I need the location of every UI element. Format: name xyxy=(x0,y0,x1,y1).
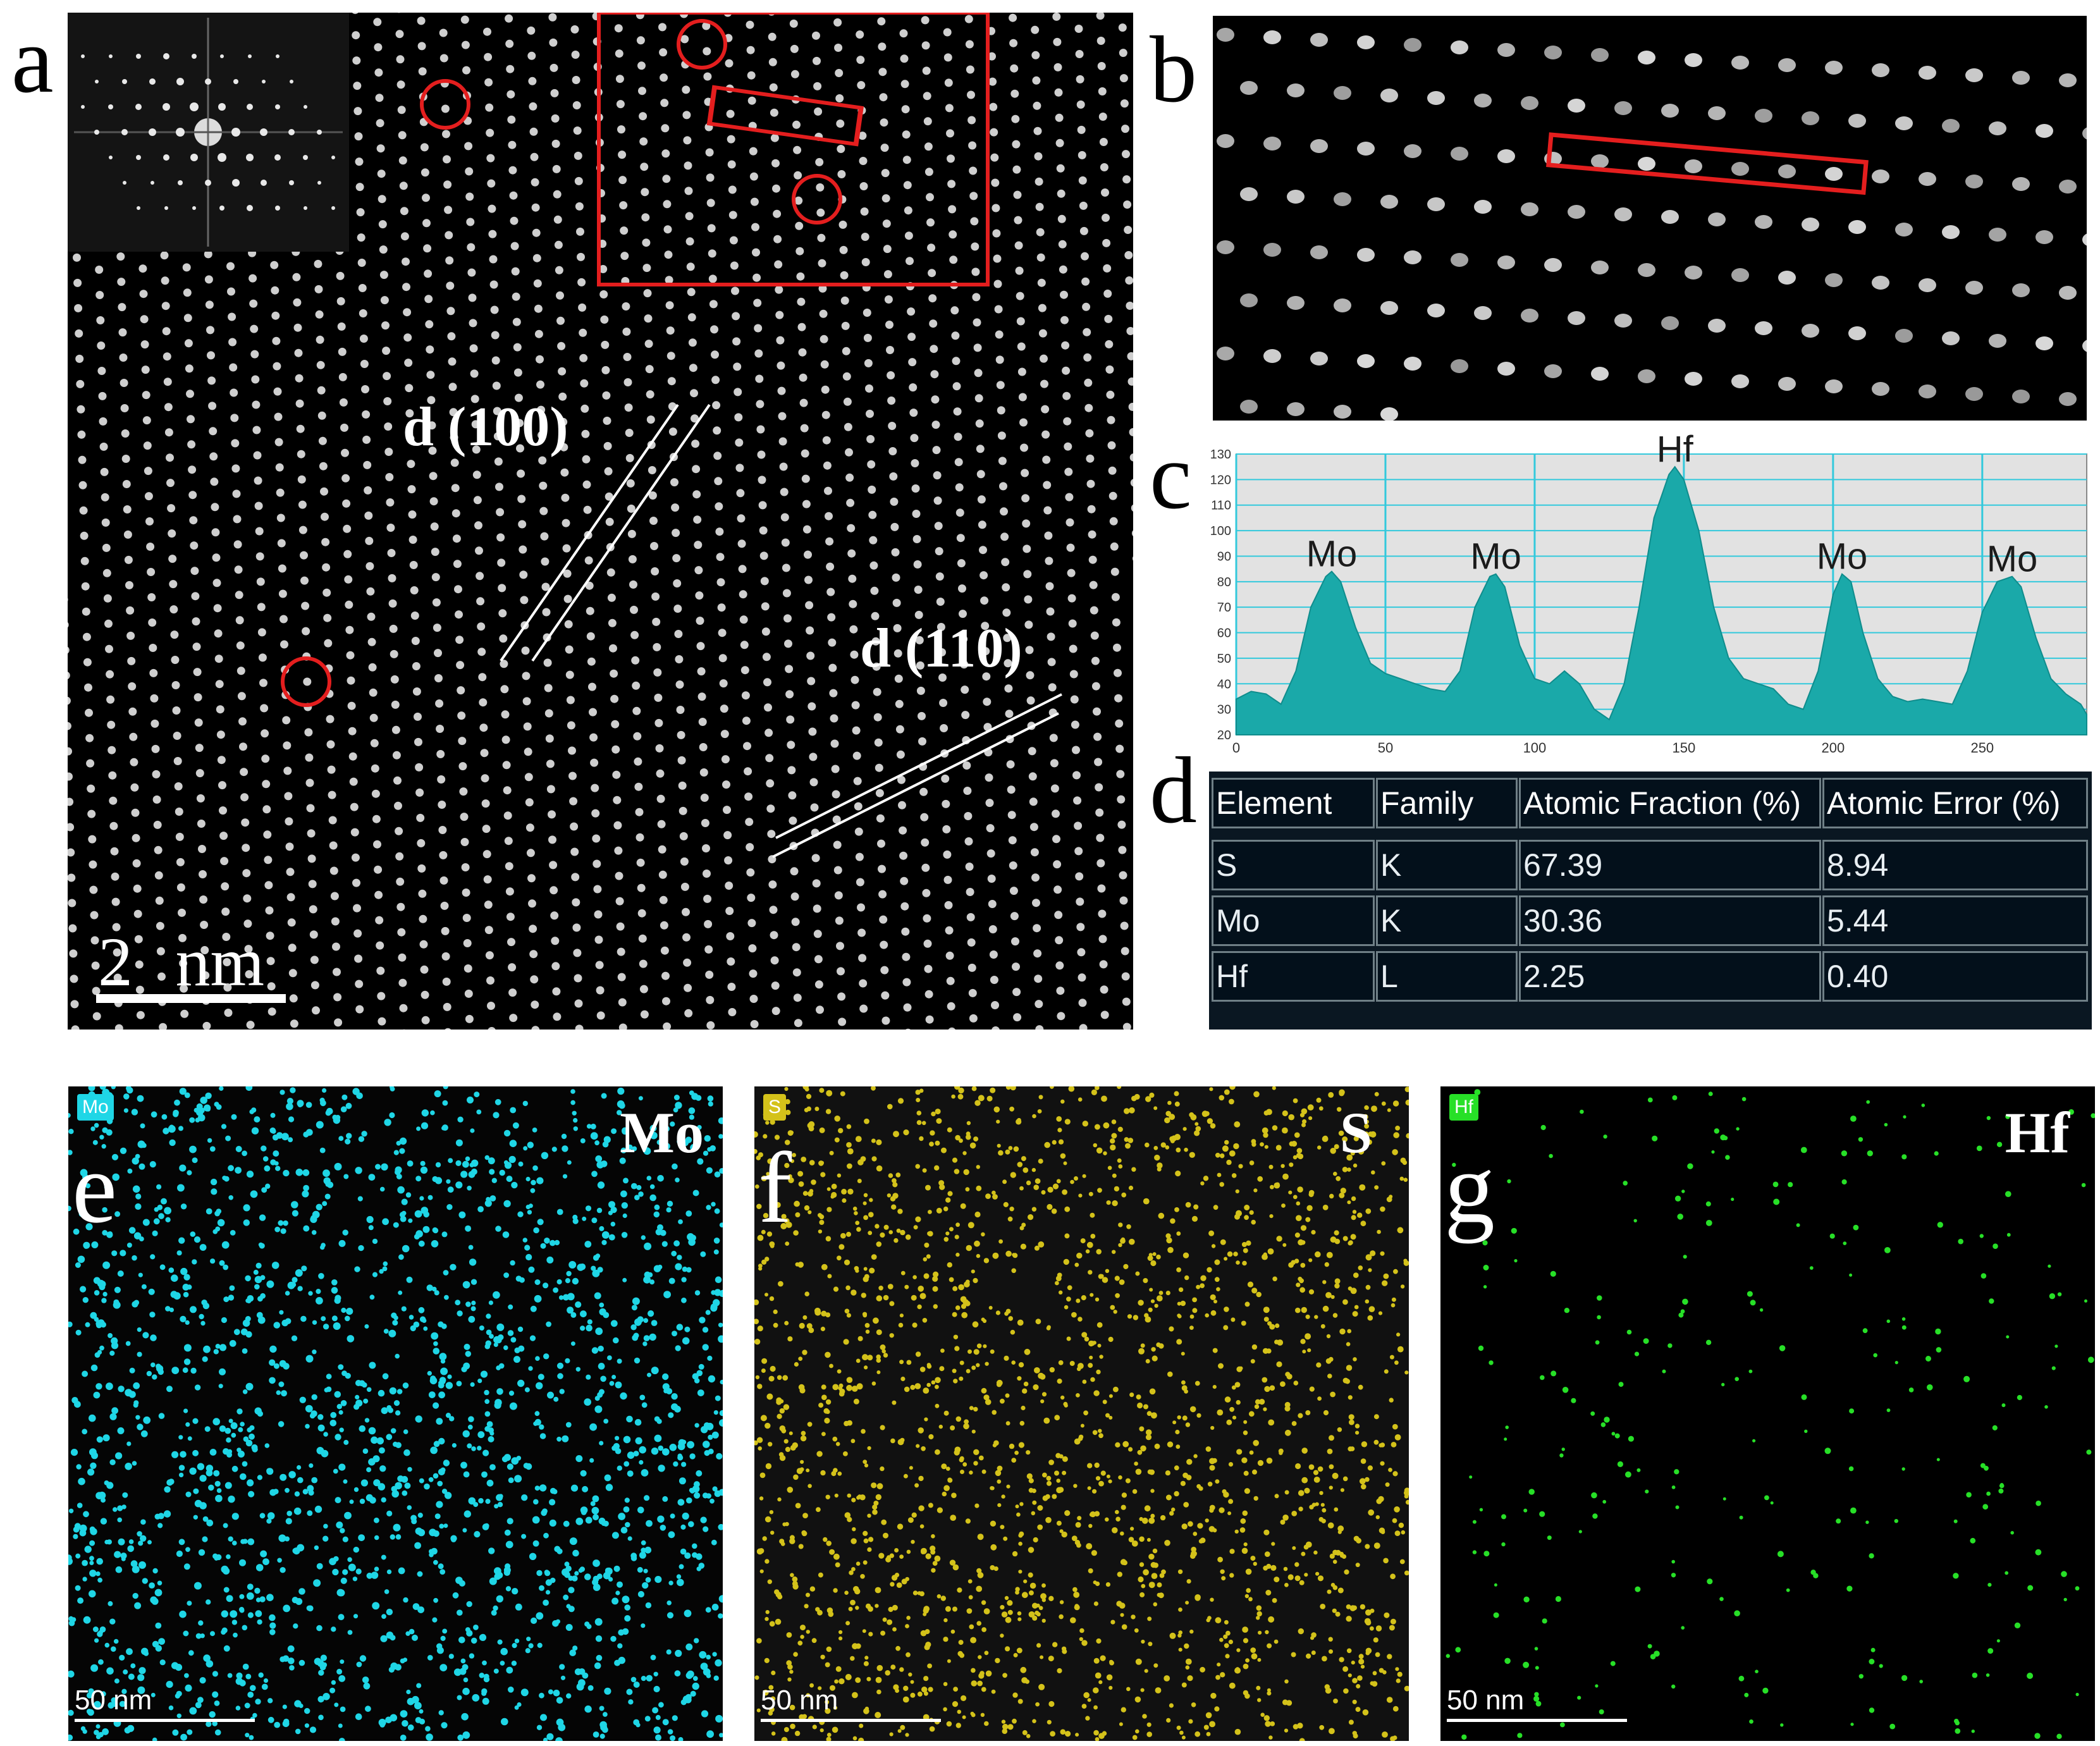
element-tag-mo: Mo xyxy=(77,1094,114,1121)
eds-map-mo: Mo Mo e 50 nm xyxy=(68,1086,723,1741)
table-cell: 67.39 xyxy=(1519,840,1821,890)
scale-bar-f xyxy=(761,1719,941,1722)
peak-label-mo: Mo xyxy=(1306,534,1358,575)
scale-bar-label-f: 50 nm xyxy=(761,1685,838,1716)
element-label-hf: Hf xyxy=(2005,1100,2070,1165)
table-header-cell: Element xyxy=(1212,778,1375,828)
scale-bar-label-g: 50 nm xyxy=(1447,1685,1525,1716)
x-tick-label: 250 xyxy=(1970,740,1994,756)
hrtem-image: d (100) d (110) 2 nm xyxy=(68,13,1133,1030)
eds-map-hf: Hf Hf g 50 nm xyxy=(1440,1086,2095,1741)
scale-bar-label-a: 2 nm xyxy=(98,923,265,1000)
table-cell: 8.94 xyxy=(1822,840,2088,890)
x-tick-label: 150 xyxy=(1673,740,1696,756)
y-tick-label: 40 xyxy=(1217,677,1231,691)
y-tick-label: 130 xyxy=(1210,448,1231,462)
panel-letter-f: f xyxy=(758,1131,792,1244)
scale-bar-g xyxy=(1447,1719,1627,1722)
chart-plot-area xyxy=(1236,453,2087,735)
s-dots xyxy=(754,1086,1409,1741)
y-tick-label: 90 xyxy=(1217,550,1231,563)
table-cell: Mo xyxy=(1212,895,1375,946)
x-tick-label: 50 xyxy=(1378,740,1393,756)
table-cell: 0.40 xyxy=(1822,951,2088,1002)
fft-inset xyxy=(68,13,349,252)
scale-bar-a xyxy=(96,994,286,1003)
hrtem-lattice xyxy=(68,13,1133,1030)
table-cell: 2.25 xyxy=(1519,951,1821,1002)
y-tick-label: 110 xyxy=(1211,499,1231,513)
y-tick-label: 30 xyxy=(1217,703,1231,717)
element-tag-s: S xyxy=(763,1094,787,1121)
y-tick-label: 100 xyxy=(1210,524,1231,538)
peak-label-mo: Mo xyxy=(1470,536,1521,577)
peak-label-hf: Hf xyxy=(1657,429,1694,470)
mo-dots xyxy=(68,1086,723,1741)
x-tick-label: 200 xyxy=(1822,740,1845,756)
table-cell: 30.36 xyxy=(1519,895,1821,946)
element-tag-hf: Hf xyxy=(1449,1094,1478,1121)
table-header-cell: Atomic Error (%) xyxy=(1822,778,2088,828)
y-tick-label: 50 xyxy=(1217,652,1231,666)
panel-letter-b: b xyxy=(1150,17,1197,122)
panel-letter-a: a xyxy=(11,8,54,113)
eds-map-s: S S f 50 nm xyxy=(754,1086,1409,1741)
fft-pattern xyxy=(74,18,343,247)
table-cell: L xyxy=(1376,951,1518,1002)
table-cell: S xyxy=(1212,840,1375,890)
panel-letter-e: e xyxy=(72,1131,118,1244)
panel-letter-d: d xyxy=(1150,738,1197,843)
x-tick-label: 0 xyxy=(1232,740,1240,756)
y-tick-label: 120 xyxy=(1210,473,1231,487)
scale-bar-e xyxy=(75,1719,255,1722)
scale-bar-label-e: 50 nm xyxy=(75,1685,152,1716)
table-header-cell: Atomic Fraction (%) xyxy=(1519,778,1821,828)
table-cell: Hf xyxy=(1212,951,1375,1002)
intensity-profile-area xyxy=(1236,465,2087,735)
table-header-cell: Family xyxy=(1376,778,1518,828)
hf-dots xyxy=(1446,1089,2095,1740)
panel-letter-g: g xyxy=(1444,1131,1495,1244)
y-tick-label: 70 xyxy=(1217,601,1231,615)
table-cell: K xyxy=(1376,840,1518,890)
element-label-s: S xyxy=(1339,1100,1372,1165)
x-tick-label: 100 xyxy=(1523,740,1547,756)
label-d110: d (110) xyxy=(860,618,1022,679)
element-label-mo: Mo xyxy=(620,1100,704,1165)
peak-label-mo: Mo xyxy=(1817,536,1868,577)
panel-letter-c: c xyxy=(1150,424,1192,529)
table-cell: 5.44 xyxy=(1822,895,2088,946)
quantification-table: Element Family Atomic Fraction (%) Atomic E… xyxy=(1209,772,2092,1030)
table-cell: K xyxy=(1376,895,1518,946)
peak-label-mo: Mo xyxy=(1987,539,2038,580)
y-tick-label: 60 xyxy=(1217,627,1231,641)
zoom-image xyxy=(1213,16,2087,421)
label-d100: d (100) xyxy=(403,397,568,458)
y-tick-label: 20 xyxy=(1217,729,1231,742)
zoom-lattice xyxy=(1217,28,2087,421)
y-tick-label: 80 xyxy=(1217,575,1231,589)
